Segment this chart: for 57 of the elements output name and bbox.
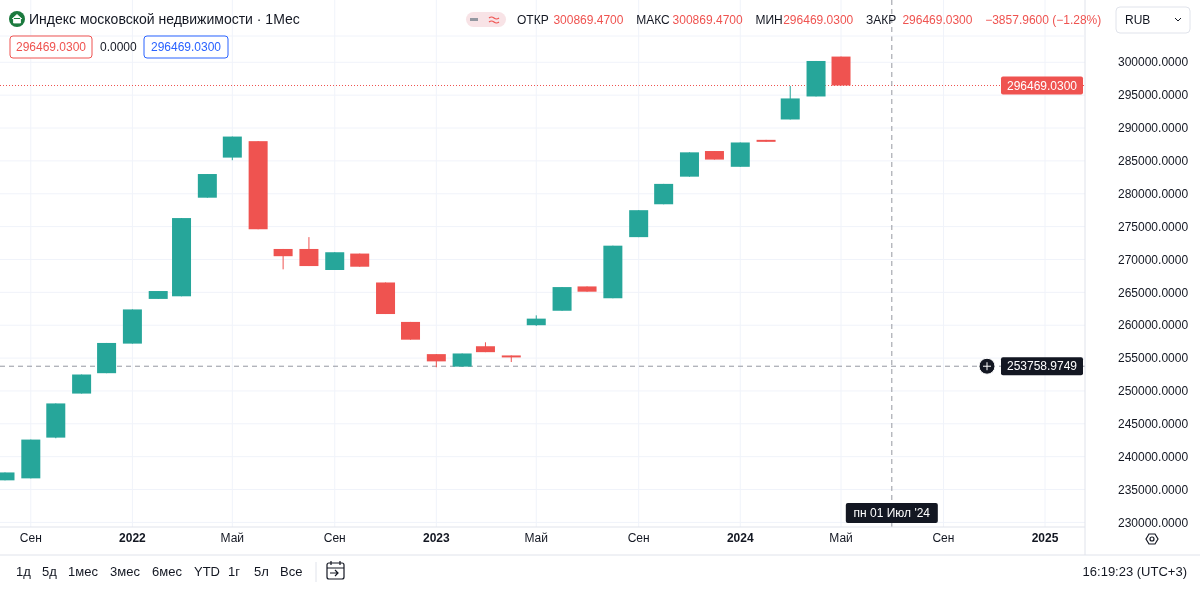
ref-line-label: пн 01 Июл '24 xyxy=(853,506,931,520)
annotation: 296469.0300 xyxy=(150,40,222,54)
y-tick-label: 295000.0000 xyxy=(1118,88,1189,103)
text: 1мес xyxy=(68,564,99,579)
y-tick-label: 245000.0000 xyxy=(1118,417,1189,431)
y-tick-label: 240000.0000 xyxy=(1118,449,1189,464)
x-tick-label: Май xyxy=(220,531,245,545)
y-tick-label: 235000.0000 xyxy=(1118,482,1189,497)
x-tick-label: 2023 xyxy=(422,531,450,545)
y-tick-label: 265000.0000 xyxy=(1118,285,1189,300)
annotation: 0.0000 xyxy=(100,40,138,54)
y-tick-label: 255000.0000 xyxy=(1118,351,1189,366)
x-tick-label: Май xyxy=(829,531,853,545)
ref-line-label: 296469.0300 xyxy=(1006,78,1078,93)
y-tick-label: 270000.0000 xyxy=(1118,252,1189,267)
text: 296469.0300 xyxy=(902,13,973,27)
annotation: 296469.0300 xyxy=(15,40,87,54)
text: 1г xyxy=(228,564,241,579)
candlestick xyxy=(552,286,572,312)
x-tick-label: Сен xyxy=(627,531,650,545)
text: ОТКР xyxy=(517,13,549,27)
text: 1д xyxy=(16,564,32,579)
candlestick xyxy=(780,85,800,120)
text: МИН xyxy=(755,13,783,27)
text: 300869.4700 xyxy=(553,13,624,27)
y-tick-label: 260000.0000 xyxy=(1118,318,1189,333)
chart-title: Индекс московской недвижимости · 1Мес xyxy=(29,11,300,27)
x-tick-label: Май xyxy=(524,531,549,545)
text: 6мес xyxy=(152,564,183,579)
x-tick-label: 2025 xyxy=(1031,531,1059,545)
y-tick-label: 230000.0000 xyxy=(1118,515,1189,530)
y-tick-label: 280000.0000 xyxy=(1118,186,1189,201)
text: 3мес xyxy=(110,564,141,579)
x-tick-label: Сен xyxy=(19,531,42,545)
y-tick-label: 250000.0000 xyxy=(1118,384,1189,399)
text: 16:19:23 (UTC+3) xyxy=(1082,564,1187,579)
text: −3857.9600 (−1.28%) xyxy=(985,13,1102,27)
y-tick-label: 285000.0000 xyxy=(1118,154,1189,169)
x-tick-label: 2024 xyxy=(726,531,754,545)
y-tick-label: 275000.0000 xyxy=(1118,219,1189,234)
text: 5д xyxy=(42,564,58,579)
text: RUB xyxy=(1125,13,1151,27)
x-tick-label: Сен xyxy=(323,531,346,545)
y-tick-label: 300000.0000 xyxy=(1118,55,1189,70)
x-tick-label: 2022 xyxy=(119,531,147,545)
text: Все xyxy=(280,564,303,579)
text: 300869.4700 xyxy=(672,13,743,27)
candlestick xyxy=(197,173,217,199)
text: YTD xyxy=(194,564,220,579)
candlestick xyxy=(299,236,319,267)
text: МАКС xyxy=(636,13,671,27)
ref-line-label: 253758.9749 xyxy=(1006,359,1078,374)
text: ЗАКР xyxy=(866,13,897,27)
x-tick-label: Сен xyxy=(932,531,955,545)
text: 5л xyxy=(254,564,269,579)
y-tick-label: 290000.0000 xyxy=(1118,121,1189,136)
text: 296469.0300 xyxy=(783,13,854,27)
